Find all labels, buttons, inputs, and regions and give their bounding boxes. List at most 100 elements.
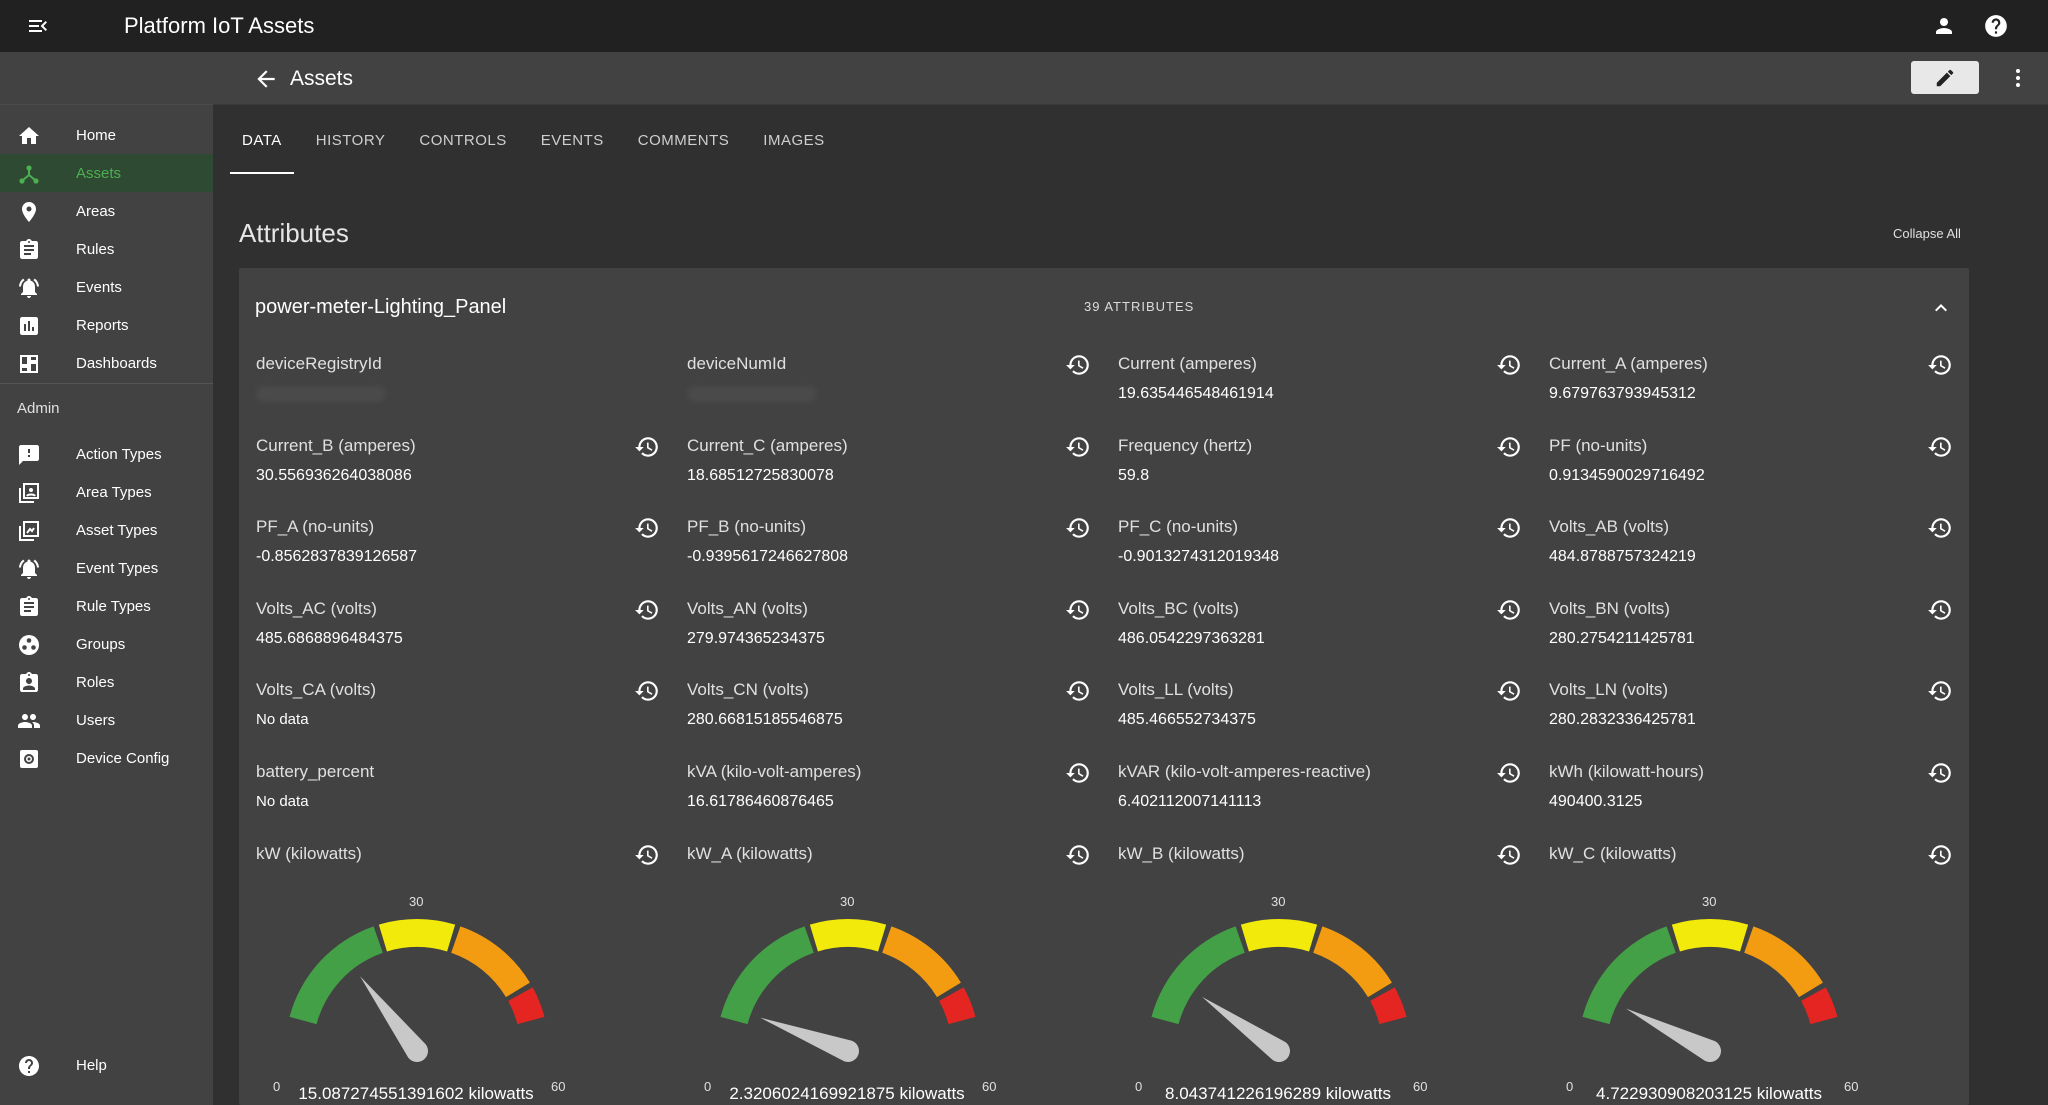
gauge-reading: 8.043741226196289 kilowatts — [1165, 1084, 1391, 1103]
person-icon — [1936, 18, 1952, 34]
attribute-name: kW_C (kilowatts) — [1549, 844, 1677, 863]
gauge-attribute: kW (kilowatts) — [256, 844, 666, 910]
tab-data[interactable]: DATA — [230, 118, 294, 174]
sidebar-item-label: Rule Types — [76, 598, 151, 615]
sidebar-item-home[interactable]: Home — [0, 116, 213, 154]
location-pin-icon — [22, 202, 36, 222]
attribute-name: Volts_LL (volts) — [1118, 680, 1234, 699]
gauge-dial — [720, 919, 976, 1062]
gauge-dial — [1151, 919, 1407, 1062]
sidebar-item-rules[interactable]: Rules — [0, 230, 213, 268]
attribute-item: battery_percent No data — [256, 762, 666, 828]
tab-label: CONTROLS — [419, 132, 507, 149]
history-icon[interactable] — [1927, 515, 1953, 541]
history-icon[interactable] — [634, 434, 660, 460]
sidebar-item-assets[interactable]: Assets — [0, 154, 213, 192]
gauge-band — [720, 926, 814, 1025]
history-icon[interactable] — [634, 678, 660, 704]
history-icon[interactable] — [1065, 760, 1091, 786]
history-icon[interactable] — [1065, 842, 1091, 868]
sidebar-item-users[interactable]: Users — [0, 701, 213, 739]
tab-history[interactable]: HISTORY — [316, 118, 386, 174]
attribute-value: 19.635446548461914 — [1118, 385, 1274, 402]
history-icon[interactable] — [1927, 760, 1953, 786]
attribute-name: Current (amperes) — [1118, 354, 1257, 373]
content-header: Assets — [213, 52, 2048, 105]
sidebar-item-event-types[interactable]: Event Types — [0, 549, 213, 587]
history-icon[interactable] — [1496, 515, 1522, 541]
attribute-value: 280.2754211425781 — [1549, 630, 1695, 647]
history-icon[interactable] — [634, 515, 660, 541]
sidebar-spacer — [0, 52, 213, 105]
tab-bar: DATA HISTORY CONTROLS EVENTS COMMENTS IM… — [230, 118, 859, 174]
sidebar-item-area-types[interactable]: Area Types — [0, 473, 213, 511]
gauge-band — [451, 926, 530, 998]
bell-alert-icon — [19, 278, 39, 298]
back-button[interactable] — [253, 66, 279, 92]
history-icon[interactable] — [1065, 352, 1091, 378]
history-icon[interactable] — [1065, 678, 1091, 704]
help-button[interactable] — [1980, 10, 2012, 42]
tab-images[interactable]: IMAGES — [763, 118, 824, 174]
sidebar-item-label: Reports — [76, 317, 129, 334]
sidebar-item-action-types[interactable]: Action Types — [0, 435, 213, 473]
collapse-card-button[interactable] — [1929, 296, 1953, 320]
gauge-mid-label: 30 — [840, 894, 855, 909]
sidebar-item-areas[interactable]: Areas — [0, 192, 213, 230]
attribute-value: 16.61786460876465 — [687, 793, 834, 810]
device-config-icon — [20, 750, 38, 768]
history-icon[interactable] — [1496, 434, 1522, 460]
tab-comments[interactable]: COMMENTS — [638, 118, 730, 174]
tab-events[interactable]: EVENTS — [541, 118, 604, 174]
history-icon[interactable] — [1065, 434, 1091, 460]
attribute-item: Volts_AB (volts) 484.8788757324219 — [1549, 517, 1959, 583]
history-icon[interactable] — [1927, 678, 1953, 704]
sidebar-item-label: Device Config — [76, 750, 170, 767]
sidebar-item-rule-types[interactable]: Rule Types — [0, 587, 213, 625]
history-icon[interactable] — [634, 842, 660, 868]
history-icon[interactable] — [1927, 352, 1953, 378]
sidebar-item-roles[interactable]: Roles — [0, 663, 213, 701]
gauge-band — [1744, 926, 1823, 998]
attribute-item: Volts_LL (volts) 485.466552734375 — [1118, 680, 1528, 746]
collapse-all-button[interactable]: Collapse All — [1893, 226, 1961, 241]
attribute-item: Volts_AC (volts) 485.6868896484375 — [256, 599, 666, 665]
sidebar-item-dashboards[interactable]: Dashboards — [0, 344, 213, 382]
home-icon — [19, 127, 39, 144]
history-icon[interactable] — [1927, 842, 1953, 868]
history-icon[interactable] — [1496, 842, 1522, 868]
sidebar-item-asset-types[interactable]: Asset Types — [0, 511, 213, 549]
tab-label: EVENTS — [540, 132, 604, 149]
sidebar-item-help[interactable]: Help — [0, 1046, 213, 1084]
sidebar-item-events[interactable]: Events — [0, 268, 213, 306]
history-icon[interactable] — [1496, 352, 1522, 378]
more-options-button[interactable] — [2005, 62, 2031, 94]
redacted-value — [687, 386, 817, 402]
sidebar-item-reports[interactable]: Reports — [0, 306, 213, 344]
history-icon[interactable] — [1927, 434, 1953, 460]
menu-collapse-button[interactable] — [22, 12, 54, 40]
gauge-mid-label: 30 — [1702, 894, 1717, 909]
arrow-back-icon — [257, 70, 275, 88]
history-icon[interactable] — [634, 597, 660, 623]
gauge-needle — [1202, 996, 1290, 1062]
sidebar-item-label: Roles — [76, 674, 115, 691]
attribute-item: Volts_CA (volts) No data — [256, 680, 666, 746]
history-icon[interactable] — [1496, 760, 1522, 786]
attribute-value: 30.556936264038086 — [256, 467, 412, 484]
attribute-value: 486.0542297363281 — [1118, 630, 1265, 647]
sidebar-item-label: Groups — [76, 636, 126, 653]
tab-controls[interactable]: CONTROLS — [419, 118, 506, 174]
history-icon[interactable] — [1065, 515, 1091, 541]
account-button[interactable] — [1928, 10, 1960, 42]
edit-button[interactable] — [1911, 61, 1979, 94]
history-icon[interactable] — [1496, 597, 1522, 623]
history-icon[interactable] — [1927, 597, 1953, 623]
sidebar-item-groups[interactable]: Groups — [0, 625, 213, 663]
history-icon[interactable] — [1065, 597, 1091, 623]
history-icon[interactable] — [1496, 678, 1522, 704]
attribute-name: Volts_BN (volts) — [1549, 599, 1670, 618]
attribute-value: No data — [256, 793, 309, 810]
sidebar-item-device-config[interactable]: Device Config — [0, 739, 213, 777]
attribute-name: battery_percent — [256, 762, 375, 781]
